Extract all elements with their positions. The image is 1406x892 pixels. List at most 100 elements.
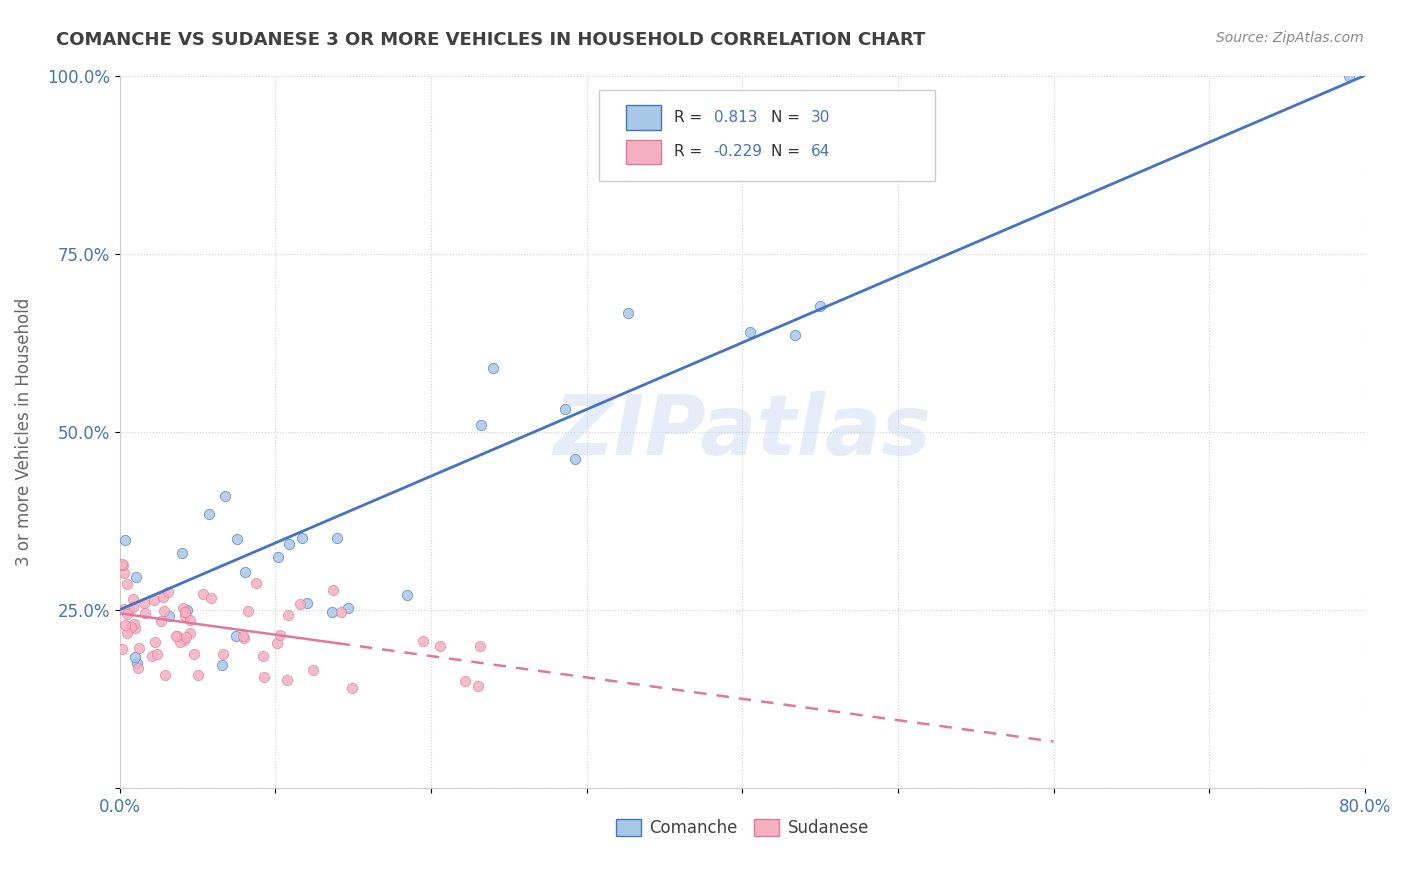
Point: [128, 640, 150, 655]
Point: [291, 532, 314, 546]
Point: [169, 635, 191, 649]
Point: [173, 605, 195, 619]
Point: [302, 664, 325, 678]
Point: [253, 670, 276, 684]
Point: [211, 658, 233, 673]
Point: [141, 648, 163, 663]
Point: [179, 626, 201, 640]
Point: [112, 601, 135, 615]
Point: [277, 607, 299, 622]
Point: [326, 531, 349, 545]
Point: [200, 591, 222, 605]
Point: [467, 679, 489, 693]
Point: [115, 625, 138, 640]
Point: [232, 629, 254, 643]
Point: [174, 630, 197, 644]
Point: [267, 550, 290, 565]
Text: R =: R =: [673, 110, 707, 125]
Text: 0.813: 0.813: [714, 110, 756, 125]
Point: [395, 588, 418, 602]
Y-axis label: 3 or more Vehicles in Household: 3 or more Vehicles in Household: [15, 298, 32, 566]
Point: [276, 673, 298, 687]
Point: [174, 609, 197, 624]
Text: N =: N =: [770, 110, 804, 125]
Point: [266, 636, 288, 650]
Point: [269, 628, 291, 642]
Point: [134, 606, 156, 620]
Point: [470, 418, 492, 433]
Point: [176, 603, 198, 617]
Point: [236, 604, 259, 618]
Point: [114, 533, 136, 548]
Point: [112, 558, 135, 572]
Point: [153, 604, 176, 618]
Point: [340, 681, 363, 695]
Point: [187, 668, 209, 682]
Point: [453, 673, 475, 688]
Point: [329, 605, 352, 619]
Point: [412, 634, 434, 648]
Bar: [627, 105, 661, 129]
Text: Source: ZipAtlas.com: Source: ZipAtlas.com: [1216, 31, 1364, 45]
Point: [125, 570, 148, 584]
Point: [166, 629, 188, 643]
Point: [142, 593, 165, 607]
Point: [172, 601, 194, 615]
Point: [115, 607, 138, 621]
Point: [153, 668, 176, 682]
FancyBboxPatch shape: [599, 90, 935, 181]
Point: [808, 299, 831, 313]
Point: [1339, 69, 1361, 83]
Point: [173, 605, 195, 619]
Point: [172, 546, 194, 560]
Text: ZIPatlas: ZIPatlas: [554, 392, 931, 472]
Point: [127, 661, 149, 675]
Point: [738, 326, 761, 340]
Point: [482, 360, 505, 375]
Point: [127, 657, 149, 671]
Point: [159, 608, 181, 623]
Point: [152, 590, 174, 604]
Point: [165, 629, 187, 643]
Point: [245, 576, 267, 591]
Point: [233, 631, 256, 645]
Point: [321, 605, 343, 619]
Point: [225, 532, 247, 546]
Point: [111, 557, 134, 571]
Point: [336, 601, 359, 615]
Point: [193, 587, 215, 601]
Text: R =: R =: [673, 145, 707, 160]
Point: [115, 577, 138, 591]
Point: [111, 641, 134, 656]
Point: [124, 649, 146, 664]
Point: [252, 649, 274, 664]
Text: COMANCHE VS SUDANESE 3 OR MORE VEHICLES IN HOUSEHOLD CORRELATION CHART: COMANCHE VS SUDANESE 3 OR MORE VEHICLES …: [56, 31, 925, 49]
Point: [214, 489, 236, 503]
Point: [288, 597, 311, 611]
Point: [112, 566, 135, 581]
Point: [146, 647, 169, 661]
Text: 30: 30: [811, 110, 830, 125]
Point: [468, 639, 491, 653]
Text: 64: 64: [811, 145, 830, 160]
Point: [183, 647, 205, 661]
Point: [197, 508, 219, 522]
Point: [554, 402, 576, 417]
Point: [121, 592, 143, 607]
Point: [173, 632, 195, 647]
Point: [118, 603, 141, 617]
Point: [277, 537, 299, 551]
Point: [124, 616, 146, 631]
Point: [124, 622, 146, 636]
Point: [134, 596, 156, 610]
Point: [211, 647, 233, 661]
Point: [564, 452, 586, 467]
Point: [225, 629, 247, 643]
Point: [322, 582, 344, 597]
Text: N =: N =: [770, 145, 804, 160]
Point: [297, 596, 319, 610]
Text: -0.229: -0.229: [714, 145, 762, 160]
Point: [120, 620, 142, 634]
Legend: Comanche, Sudanese: Comanche, Sudanese: [609, 812, 876, 844]
Point: [233, 565, 256, 579]
